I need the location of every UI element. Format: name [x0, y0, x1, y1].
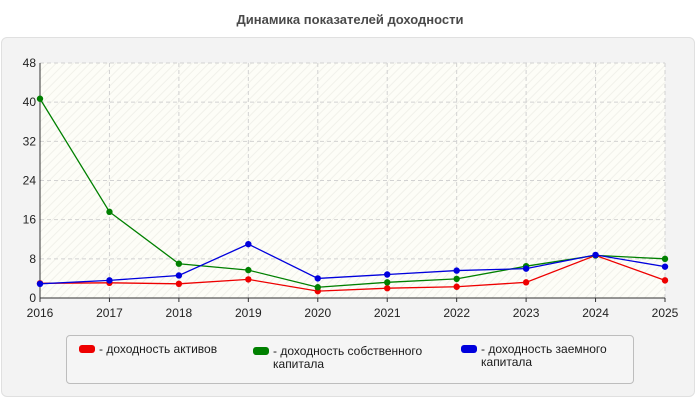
data-point	[661, 255, 669, 263]
legend-swatch-red	[79, 345, 95, 353]
data-point	[384, 271, 391, 278]
legend-swatch-green	[253, 347, 269, 355]
legend-label: - доходность заемного капитала	[481, 342, 607, 369]
data-point	[36, 95, 44, 102]
y-tick-label: 8	[29, 252, 36, 266]
data-point	[661, 277, 669, 284]
data-point	[661, 263, 669, 270]
series-line-1	[39, 98, 666, 288]
legend-item-debt: - доходность заемного капитала	[461, 343, 607, 369]
chart-title: Динамика показателей доходности	[236, 12, 464, 27]
legend-label: - доходность активов	[99, 342, 218, 356]
x-tick-label: 2019	[235, 306, 262, 320]
data-point	[453, 275, 460, 283]
y-tick-label: 16	[23, 213, 37, 227]
data-point	[245, 240, 252, 248]
y-tick-label: 40	[23, 95, 37, 109]
data-point	[245, 276, 252, 283]
data-point	[175, 260, 183, 267]
data-point	[384, 279, 391, 286]
data-point	[106, 277, 113, 284]
data-point	[36, 280, 44, 288]
legend-swatch-blue	[461, 345, 477, 353]
data-point	[453, 267, 460, 274]
data-point	[314, 284, 321, 291]
data-point	[384, 285, 391, 292]
data-point	[522, 279, 530, 286]
legend-item-assets: - доходность активов	[79, 343, 217, 356]
data-point	[245, 266, 252, 274]
x-tick-label: 2021	[374, 306, 401, 320]
x-tick-label: 2017	[96, 306, 123, 320]
data-point	[175, 272, 183, 279]
series-line-2	[39, 243, 666, 285]
data-point	[314, 275, 321, 282]
data-point	[592, 251, 599, 259]
data-point	[453, 283, 460, 290]
x-tick-label: 2025	[652, 306, 679, 320]
series-line-0	[39, 254, 666, 292]
x-tick-label: 2016	[27, 306, 54, 320]
x-tick-label: 2020	[304, 306, 331, 320]
y-tick-label: 24	[23, 174, 37, 188]
x-tick-label: 2018	[166, 306, 193, 320]
y-tick-label: 32	[23, 134, 37, 148]
data-point	[175, 280, 183, 288]
x-tick-label: 2024	[582, 306, 609, 320]
y-tick-label: 48	[23, 56, 37, 70]
chart-legend: - доходность активов - доходность собств…	[66, 335, 634, 384]
data-point	[106, 208, 113, 216]
legend-label: - доходность собственного капитала	[273, 344, 423, 371]
x-tick-label: 2022	[443, 306, 470, 320]
data-point	[522, 265, 530, 272]
y-tick-label: 0	[29, 291, 36, 305]
x-tick-label: 2023	[513, 306, 540, 320]
legend-item-equity: - доходность собственного капитала	[253, 345, 422, 371]
